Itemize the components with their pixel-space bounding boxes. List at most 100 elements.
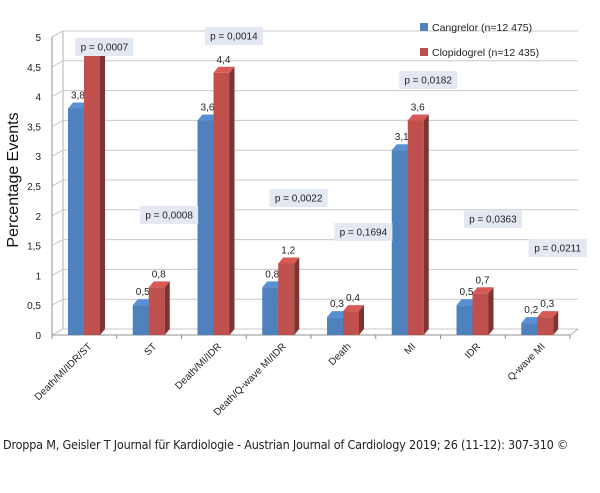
p-value-label: p = 0,1694 [340, 228, 388, 239]
p-value-label: p = 0,0363 [469, 215, 517, 226]
gridline-depth [51, 268, 64, 276]
data-label: 4,4 [217, 55, 231, 66]
data-label: 0,3 [540, 299, 554, 310]
gridline-depth [51, 239, 64, 247]
bar-top [327, 311, 348, 318]
x-category-label: ST [142, 341, 159, 358]
bar-top [407, 114, 429, 121]
source-caption: Droppa M, Geisler T Journal für Kardiolo… [3, 437, 569, 452]
y-tick-label: 0 [35, 331, 41, 342]
data-label: 3,6 [201, 102, 215, 113]
legend-swatch [420, 48, 428, 56]
x-category-label: IDR [463, 341, 483, 361]
p-value-label: p = 0,0182 [404, 76, 452, 87]
bar-top [262, 281, 284, 288]
bar-side [229, 66, 235, 335]
y-tick-label: 3 [35, 152, 41, 163]
gridline-depth [51, 209, 64, 217]
bar-front [407, 120, 424, 335]
bar-front [148, 287, 165, 335]
data-label: 0,3 [330, 299, 344, 310]
p-value-box [204, 27, 263, 45]
gridline-depth [51, 179, 64, 187]
bar-front [84, 54, 100, 335]
y-tick-label: 0,5 [27, 301, 41, 312]
p-value-box [269, 189, 328, 207]
p-value-label: p = 0,0022 [275, 194, 323, 205]
gridline-depth [51, 30, 64, 38]
bar-side [423, 114, 429, 335]
data-label: 0,5 [460, 287, 474, 298]
data-label: 3,6 [411, 102, 425, 113]
bar-top [132, 299, 154, 306]
gridline-depth [51, 328, 64, 336]
y-tick-label: 3,5 [27, 122, 41, 133]
gridline-depth [51, 298, 64, 306]
legend-label: Cangrelor (n=12 475) [432, 22, 532, 34]
bar-front [197, 120, 214, 335]
data-label: 0,2 [524, 305, 538, 316]
data-label: 3,1 [395, 132, 409, 143]
p-value-label: p = 0,0008 [145, 211, 193, 222]
gridline-depth [51, 60, 64, 68]
x-category-label: Q-wave MI [506, 341, 548, 383]
data-label: 0,5 [136, 287, 150, 298]
bar-side [294, 257, 300, 335]
bar-side [359, 305, 364, 335]
y-tick-label: 2,5 [27, 182, 41, 193]
data-label: 0,7 [476, 275, 490, 286]
bar-front [68, 108, 84, 336]
bar-top [148, 281, 170, 288]
bar-front [472, 293, 489, 335]
data-label: 0,8 [265, 269, 279, 280]
legend-label: Clopidogrel (n=12 435) [432, 47, 539, 59]
p-value-label: p = 0,0211 [534, 244, 581, 255]
floor-right-edge [569, 328, 579, 336]
legend-swatch [420, 23, 428, 31]
x-category-label: MI [403, 341, 419, 357]
bar-front [278, 263, 295, 335]
p-value-box [399, 71, 458, 89]
y-tick-label: 2 [35, 212, 41, 223]
gridline-depth [51, 90, 64, 98]
y-tick-label: 1,5 [27, 242, 41, 253]
bar-front [391, 150, 408, 335]
x-category-label: Death/MI/IDR/ST [33, 341, 95, 403]
p-value-label: p = 0,0007 [81, 43, 129, 54]
bar-side [553, 311, 559, 335]
data-label: 0,8 [152, 269, 166, 280]
bar-top [343, 305, 364, 312]
y-tick-label: 1 [35, 271, 41, 282]
gridline-depth [51, 149, 64, 157]
bar-front [343, 311, 359, 335]
x-category-label: Death/MI/IDR [173, 341, 224, 392]
bar-front [537, 317, 554, 335]
bar-side [100, 48, 105, 335]
bar-top [278, 257, 300, 264]
p-value-box [140, 206, 199, 224]
data-label: 3,8 [71, 91, 85, 102]
bar-side [488, 287, 494, 335]
bar-front [213, 72, 230, 335]
p-value-box [528, 239, 587, 257]
y-tick-label: 4,5 [27, 63, 41, 74]
data-label: 0,4 [346, 293, 360, 304]
bar-top [472, 287, 494, 294]
bar-top [213, 66, 235, 73]
bar-front [327, 317, 343, 335]
bar-side [164, 281, 170, 335]
bar-chart: 0 0,5 1 1,5 2 2,5 3 3,5 4 4,5 5 Percentage Events 3,… [5, 22, 587, 418]
bar-front [521, 323, 538, 335]
bar-top [456, 299, 478, 306]
p-value-box [463, 210, 522, 228]
p-value-label: p = 0,0014 [210, 32, 258, 43]
y-axis-title: Percentage Events [5, 112, 22, 247]
y-tick-label: 5 [35, 33, 41, 44]
x-category-label: Death [327, 341, 354, 368]
bar-front [456, 305, 473, 335]
gridline-depth [51, 119, 64, 127]
bar-top [521, 317, 543, 324]
bar-front [262, 287, 279, 335]
bar-top [68, 102, 89, 109]
p-value-box [75, 38, 134, 56]
